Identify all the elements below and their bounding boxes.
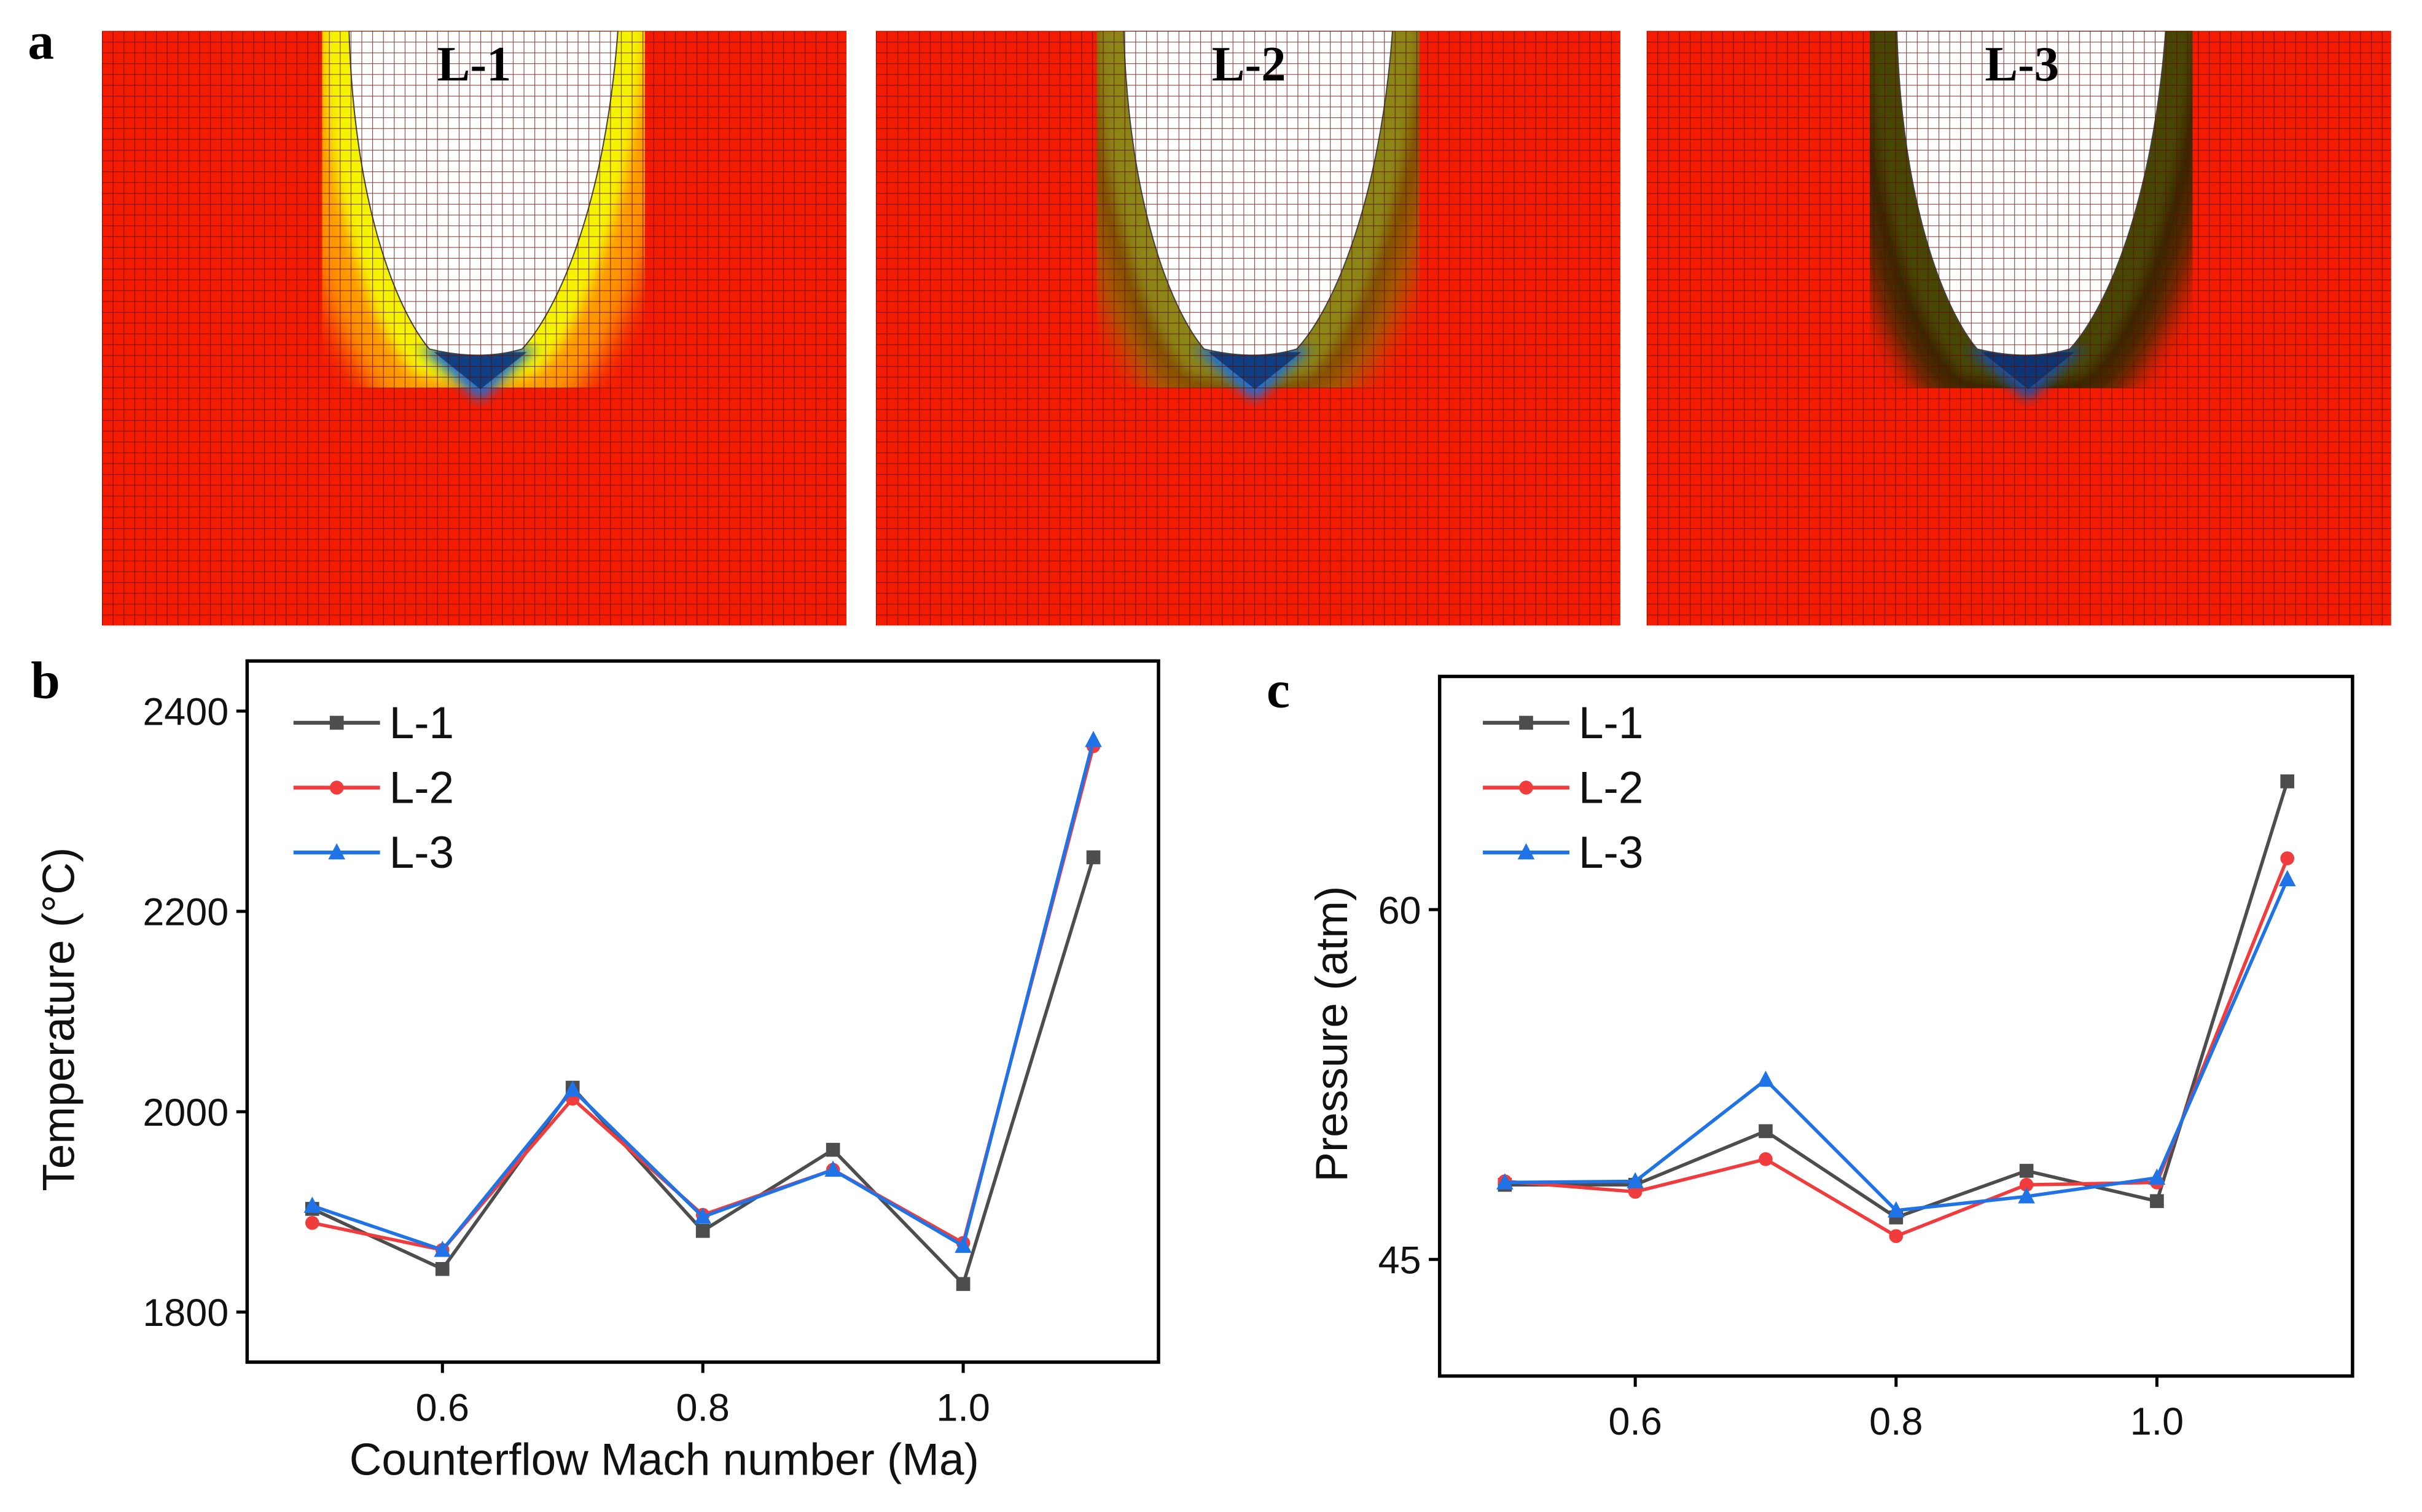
marker-square [2280, 774, 2295, 789]
panel-title: L-1 [437, 37, 512, 92]
legend-label: L-2 [1579, 763, 1643, 813]
y-axis-label: Pressure (atm) [1307, 886, 1357, 1182]
y-tick-label: 45 [1378, 1239, 1421, 1282]
mesh-grid [101, 31, 847, 626]
y-tick-label: 2200 [143, 891, 229, 934]
x-tick-label: 1.0 [936, 1387, 990, 1430]
marker-circle [329, 781, 344, 795]
marker-triangle [955, 1236, 972, 1253]
marker-square [329, 715, 344, 730]
legend-item: L-3 [293, 828, 454, 878]
panel-label: b [31, 652, 60, 710]
marker-triangle [1757, 1070, 1775, 1087]
marker-square [1759, 1124, 1773, 1139]
marker-triangle [434, 1241, 451, 1257]
mesh-panel-1: L-1 [101, 31, 847, 626]
legend-label: L-2 [389, 763, 454, 813]
marker-square [435, 1261, 450, 1276]
marker-triangle [694, 1207, 712, 1224]
marker-square [1086, 850, 1101, 865]
marker-square [1519, 715, 1533, 730]
marker-triangle [1887, 1201, 1905, 1218]
marker-triangle [1517, 843, 1535, 860]
y-axis-label: Temperature (°C) [34, 848, 84, 1191]
mesh-panel-3: L-3 [1646, 31, 2391, 626]
plot-frame [245, 659, 1160, 1364]
series-L-1 [305, 850, 1101, 1292]
panel-a-label: a [28, 13, 54, 71]
series-L-3 [303, 731, 1102, 1257]
mesh-grid [1646, 31, 2391, 626]
legend-label: L-3 [389, 828, 454, 878]
marker-square [956, 1277, 971, 1292]
marker-triangle [2278, 870, 2296, 887]
marker-square [2150, 1194, 2164, 1209]
marker-triangle [2018, 1187, 2035, 1204]
marker-circle [2019, 1177, 2034, 1192]
marker-triangle [1085, 731, 1102, 747]
marker-circle [1759, 1152, 1773, 1166]
mesh-panel-2: L-2 [875, 31, 1620, 626]
marker-circle [1889, 1229, 1904, 1244]
marker-triangle [564, 1080, 582, 1097]
series-L-3 [1496, 870, 2296, 1218]
x-tick-label: 0.8 [676, 1387, 729, 1430]
y-tick-label: 2400 [143, 690, 229, 733]
series-line [311, 746, 1095, 1252]
legend-label: L-3 [1579, 828, 1643, 878]
x-tick-label: 0.6 [1608, 1400, 1662, 1443]
series-line [1504, 857, 2289, 1238]
marker-triangle [303, 1196, 321, 1213]
marker-triangle [1627, 1172, 1644, 1188]
chart-b: b 1800 2000 2200 2400 0.6 0.8 1.0 Counterflow Ma… [31, 652, 1160, 1485]
marker-circle [305, 1215, 319, 1230]
marker-circle [1628, 1185, 1643, 1199]
marker-triangle [824, 1160, 842, 1177]
y-tick-label: 1800 [143, 1292, 229, 1335]
marker-square [695, 1223, 710, 1238]
marker-square [826, 1142, 840, 1157]
x-tick-label: 0.8 [1869, 1400, 1923, 1443]
chart-c: c 45 60 0.6 0.8 1.0 Pressure (atm) L-1 L-2 L-3 [1267, 661, 2354, 1443]
panel-title: L-2 [1212, 37, 1286, 92]
legend-label: L-1 [389, 698, 454, 748]
marker-triangle [1496, 1173, 1514, 1190]
marker-circle [1519, 781, 1533, 795]
legend-item: L-2 [293, 763, 454, 813]
panel-title: L-3 [1985, 37, 2059, 92]
mesh-field [875, 31, 1620, 626]
y-tick-label: 2000 [143, 1091, 229, 1134]
legend-item: L-1 [1483, 698, 1643, 748]
mesh-grid [875, 31, 1620, 626]
panel-label: c [1267, 661, 1290, 719]
mesh-field [101, 31, 847, 626]
marker-triangle [328, 843, 346, 860]
x-axis-label: Counterflow Mach number (Ma) [350, 1435, 979, 1485]
x-tick-label: 1.0 [2130, 1400, 2184, 1443]
series-line [311, 739, 1095, 1252]
legend-item: L-1 [293, 698, 454, 748]
marker-circle [2280, 851, 2295, 865]
plot-frame [1437, 674, 2354, 1378]
marker-triangle [2148, 1168, 2166, 1185]
y-tick-label: 60 [1378, 889, 1421, 932]
x-tick-label: 0.6 [416, 1387, 469, 1430]
legend-item: L-2 [1483, 763, 1643, 813]
legend-label: L-1 [1579, 698, 1643, 748]
legend-item: L-3 [1483, 828, 1643, 878]
mesh-field [1646, 31, 2391, 626]
marker-square [2019, 1164, 2034, 1178]
